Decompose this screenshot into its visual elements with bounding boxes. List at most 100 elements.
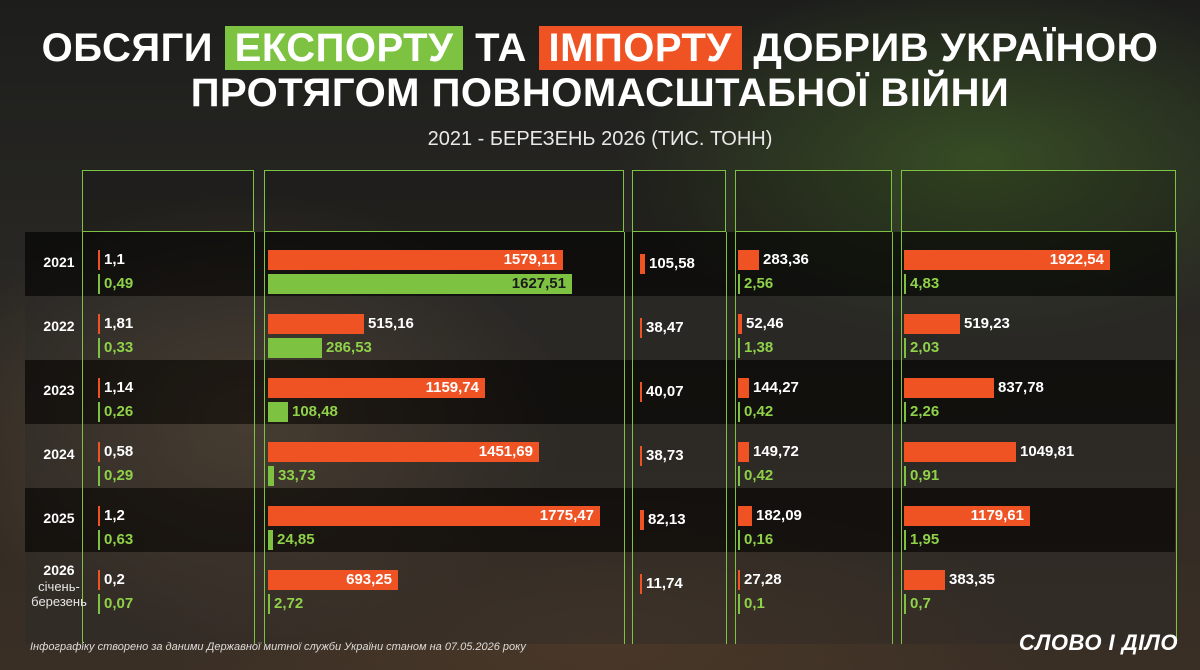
import-value-label: 82,13 bbox=[648, 511, 686, 528]
chart-subtitle: 2021 - БЕРЕЗЕНЬ 2026 (ТИС. ТОНН) bbox=[427, 128, 773, 150]
import-value-label: 27,28 bbox=[744, 571, 782, 588]
import-bar bbox=[98, 314, 100, 334]
export-bar bbox=[98, 466, 100, 486]
import-value-label: 182,09 bbox=[756, 507, 802, 524]
import-bar bbox=[268, 570, 398, 590]
export-value-label: 1627,51 bbox=[511, 275, 566, 292]
import-bar bbox=[98, 250, 100, 270]
import-bar bbox=[904, 506, 1030, 526]
column-divider bbox=[82, 232, 83, 644]
import-bar bbox=[738, 378, 749, 398]
title-export-highlight: ЕКСПОРТУ bbox=[224, 26, 464, 70]
export-value-label: 2,72 bbox=[274, 595, 304, 612]
export-value-label: 0,42 bbox=[744, 403, 774, 420]
import-value-label: 1579,11 bbox=[503, 251, 557, 268]
export-bar bbox=[904, 466, 906, 486]
import-value-label: 40,07 bbox=[646, 383, 684, 400]
row-background bbox=[25, 296, 1175, 360]
column-divider bbox=[264, 232, 265, 644]
export-value-label: 0,42 bbox=[744, 467, 774, 484]
import-bar bbox=[640, 446, 642, 466]
title-word-fertilizers: ДОБРИВ УКРАЇНОЮ bbox=[753, 26, 1159, 70]
export-bar bbox=[268, 402, 288, 422]
export-value-label: 0,1 bbox=[744, 595, 765, 612]
import-bar bbox=[640, 382, 642, 402]
import-bar bbox=[904, 250, 1110, 270]
year-value: 2025 bbox=[43, 510, 75, 526]
column-header bbox=[735, 170, 892, 232]
export-bar bbox=[268, 274, 572, 294]
export-value-label: 0,33 bbox=[104, 339, 134, 356]
import-value-label: 52,46 bbox=[746, 315, 784, 332]
export-value-label: 2,26 bbox=[910, 403, 940, 420]
export-value-label: 24,85 bbox=[277, 531, 315, 548]
column-header bbox=[901, 170, 1176, 232]
export-bar bbox=[904, 594, 906, 614]
import-bar bbox=[738, 314, 742, 334]
export-bar bbox=[738, 530, 740, 550]
import-value-label: 1,1 bbox=[104, 251, 125, 268]
import-bar bbox=[738, 442, 749, 462]
column-divider bbox=[1176, 232, 1177, 644]
column-header bbox=[632, 170, 726, 232]
export-bar bbox=[98, 274, 100, 294]
source-footnote: Інфографіку створено за даними Державної… bbox=[30, 641, 526, 653]
title-line-2: ПРОТЯГОМ ПОВНОМАСШТАБНОЇ ВІЙНИ bbox=[190, 71, 1010, 115]
year-label: 2025 bbox=[25, 510, 93, 527]
export-value-label: 1,38 bbox=[744, 339, 774, 356]
import-bar bbox=[738, 506, 752, 526]
import-bar bbox=[98, 506, 100, 526]
import-bar bbox=[268, 506, 600, 526]
year-period: січень-березень bbox=[31, 579, 87, 609]
import-bar bbox=[904, 378, 994, 398]
title-import-highlight: ІМПОРТУ bbox=[538, 26, 742, 70]
year-value: 2022 bbox=[43, 318, 75, 334]
title-line-1: ОБСЯГИ ЕКСПОРТУ ТА ІМПОРТУ ДОБРИВ УКРАЇН… bbox=[0, 26, 1200, 70]
year-label: 2023 bbox=[25, 382, 93, 399]
import-bar bbox=[904, 442, 1016, 462]
column-divider bbox=[254, 232, 255, 644]
column-header bbox=[264, 170, 624, 232]
export-value-label: 33,73 bbox=[278, 467, 316, 484]
import-value-label: 144,27 bbox=[753, 379, 799, 396]
column-divider bbox=[735, 232, 736, 644]
export-value-label: 0,91 bbox=[910, 467, 940, 484]
export-value-label: 108,48 bbox=[292, 403, 338, 420]
export-bar bbox=[738, 338, 740, 358]
column-divider bbox=[726, 232, 727, 644]
export-value-label: 0,26 bbox=[104, 403, 134, 420]
export-bar bbox=[98, 594, 100, 614]
import-value-label: 1159,74 bbox=[425, 379, 479, 396]
import-bar bbox=[640, 318, 642, 338]
export-bar bbox=[268, 466, 274, 486]
year-label: 2024 bbox=[25, 446, 93, 463]
import-value-label: 837,78 bbox=[998, 379, 1044, 396]
title-word-and: ТА bbox=[475, 26, 527, 70]
import-value-label: 1775,47 bbox=[539, 507, 594, 524]
column-header bbox=[82, 170, 254, 232]
import-bar bbox=[738, 250, 759, 270]
export-bar bbox=[904, 274, 906, 294]
export-value-label: 0,16 bbox=[744, 531, 774, 548]
row-background bbox=[25, 552, 1175, 644]
column-divider bbox=[624, 232, 625, 644]
export-bar bbox=[904, 402, 906, 422]
export-bar bbox=[738, 594, 740, 614]
export-bar bbox=[738, 402, 740, 422]
import-value-label: 105,58 bbox=[649, 255, 695, 272]
import-value-label: 1049,81 bbox=[1020, 443, 1075, 460]
import-bar bbox=[268, 378, 485, 398]
import-value-label: 149,72 bbox=[753, 443, 799, 460]
import-bar bbox=[98, 378, 100, 398]
import-bar bbox=[268, 314, 364, 334]
export-value-label: 0,7 bbox=[910, 595, 931, 612]
export-value-label: 4,83 bbox=[910, 275, 940, 292]
import-value-label: 283,36 bbox=[763, 251, 809, 268]
import-value-label: 515,16 bbox=[368, 315, 414, 332]
year-value: 2026 bbox=[43, 562, 75, 578]
export-bar bbox=[268, 530, 273, 550]
column-divider bbox=[632, 232, 633, 644]
import-bar bbox=[640, 574, 642, 594]
import-value-label: 1,14 bbox=[104, 379, 134, 396]
year-label: 2026 січень-березень bbox=[25, 562, 93, 609]
